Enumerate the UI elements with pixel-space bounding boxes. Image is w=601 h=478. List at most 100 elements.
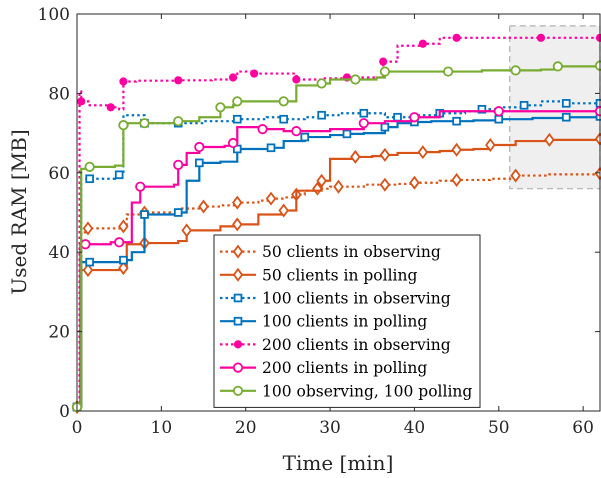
series-line xyxy=(77,116,601,409)
legend-label: 100 observing, 100 polling xyxy=(262,382,472,400)
data-point xyxy=(493,106,504,117)
data-point xyxy=(257,124,268,135)
data-point xyxy=(536,33,546,42)
x-tick-label: 40 xyxy=(404,418,426,438)
legend-label: 200 clients in polling xyxy=(262,359,427,377)
data-point xyxy=(119,77,128,86)
data-point xyxy=(350,149,361,164)
data-point xyxy=(181,223,192,238)
data-point xyxy=(250,69,259,78)
y-tick-label: 0 xyxy=(59,402,70,422)
data-point xyxy=(510,65,521,76)
data-point xyxy=(452,116,461,126)
legend-swatch-marker xyxy=(232,362,244,373)
data-point xyxy=(266,143,276,153)
legend-entry: 100 clients in polling xyxy=(220,313,427,331)
legend-swatch-marker xyxy=(232,267,244,282)
data-point xyxy=(135,181,146,192)
data-point xyxy=(118,261,129,276)
data-point xyxy=(443,66,454,77)
data-point xyxy=(561,112,571,122)
data-point xyxy=(510,168,521,183)
data-point xyxy=(82,263,94,278)
legend-swatch-marker xyxy=(233,293,243,303)
axis-ticks: 0 10 20 30 40 50 60 0 20 40 60 80 100 xyxy=(38,5,600,438)
series-7 xyxy=(71,60,601,413)
data-point xyxy=(140,210,149,219)
legend-label: 100 clients in observing xyxy=(262,290,451,308)
x-tick-label: 10 xyxy=(151,418,173,438)
data-point xyxy=(232,114,242,124)
y-tick-label: 100 xyxy=(38,5,70,25)
data-point xyxy=(317,110,326,120)
data-point xyxy=(451,172,462,187)
legend-entry: 200 clients in polling xyxy=(220,359,427,377)
legend-label: 50 clients in observing xyxy=(262,243,441,261)
legend-label: 50 clients in polling xyxy=(262,266,417,284)
data-point xyxy=(85,174,94,184)
data-point xyxy=(409,175,420,190)
y-tick-label: 60 xyxy=(48,164,70,184)
data-point xyxy=(291,126,302,137)
data-point xyxy=(451,142,462,157)
data-point xyxy=(114,237,125,248)
data-point xyxy=(227,137,239,149)
data-point xyxy=(452,33,461,42)
data-point xyxy=(232,217,243,232)
legend-label: 100 clients in polling xyxy=(262,313,427,331)
x-tick-label: 0 xyxy=(72,418,83,438)
data-point xyxy=(379,177,391,192)
legend-entry: 50 clients in polling xyxy=(220,266,417,284)
data-point xyxy=(215,102,226,113)
data-point xyxy=(409,112,420,123)
y-axis-label: Used RAM [MB] xyxy=(7,129,31,294)
y-tick-label: 40 xyxy=(48,243,70,263)
data-point xyxy=(359,108,369,118)
data-point xyxy=(114,170,124,180)
data-point xyxy=(519,101,529,110)
data-point xyxy=(278,203,289,218)
data-point xyxy=(380,122,390,132)
data-point xyxy=(333,179,344,194)
data-point xyxy=(265,191,277,206)
y-tick-label: 80 xyxy=(48,84,70,104)
x-axis-label: Time [min] xyxy=(283,451,394,475)
data-point xyxy=(494,114,504,124)
data-point xyxy=(316,173,327,188)
data-point xyxy=(85,257,94,267)
data-point xyxy=(228,73,238,82)
x-tick-label: 50 xyxy=(488,418,510,438)
data-point xyxy=(417,145,429,160)
data-point xyxy=(379,66,390,77)
data-point xyxy=(477,104,487,114)
legend-swatch-marker xyxy=(233,316,243,326)
legend-entry: 50 clients in observing xyxy=(220,243,441,261)
x-tick-label: 60 xyxy=(572,418,594,438)
data-point xyxy=(561,99,571,108)
data-point xyxy=(198,199,209,214)
data-point xyxy=(139,118,150,129)
data-point xyxy=(379,57,388,66)
data-point xyxy=(485,138,496,153)
data-point xyxy=(80,239,91,250)
series-6 xyxy=(71,106,601,413)
data-point xyxy=(173,116,184,127)
data-point xyxy=(118,219,129,234)
plot-frame xyxy=(76,13,601,412)
data-point xyxy=(232,195,243,210)
data-point xyxy=(173,208,183,217)
series-2 xyxy=(71,132,601,415)
data-point xyxy=(84,161,95,172)
data-point xyxy=(300,132,310,142)
data-point xyxy=(232,96,243,107)
legend-swatch-marker xyxy=(232,244,244,259)
data-point xyxy=(119,255,128,265)
data-point xyxy=(552,61,563,72)
legend-entry: 100 clients in observing xyxy=(220,290,451,308)
data-point xyxy=(77,97,86,106)
data-point xyxy=(173,159,184,170)
data-point xyxy=(393,112,402,122)
data-point xyxy=(379,147,391,162)
legend-swatch-marker xyxy=(232,385,244,396)
data-point xyxy=(342,129,352,139)
